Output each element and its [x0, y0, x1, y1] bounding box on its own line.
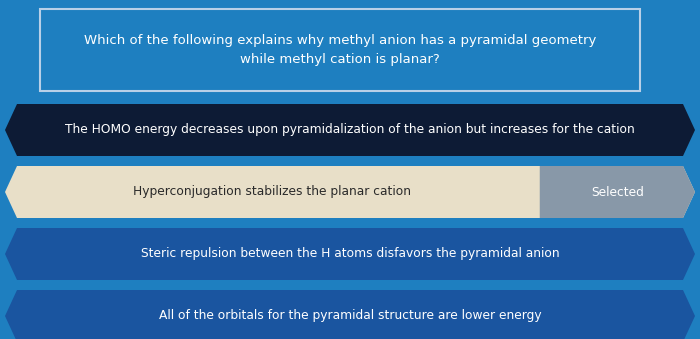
Text: The HOMO energy decreases upon pyramidalization of the anion but increases for t: The HOMO energy decreases upon pyramidal… [65, 123, 635, 137]
Polygon shape [5, 166, 695, 218]
Text: Selected: Selected [591, 185, 644, 199]
Text: Steric repulsion between the H atoms disfavors the pyramidal anion: Steric repulsion between the H atoms dis… [141, 247, 559, 260]
Polygon shape [5, 104, 695, 156]
Polygon shape [5, 290, 695, 339]
Polygon shape [540, 166, 695, 218]
Text: Hyperconjugation stabilizes the planar cation: Hyperconjugation stabilizes the planar c… [134, 185, 412, 199]
Polygon shape [5, 228, 695, 280]
Text: Which of the following explains why methyl anion has a pyramidal geometry
while : Which of the following explains why meth… [84, 34, 596, 66]
Text: All of the orbitals for the pyramidal structure are lower energy: All of the orbitals for the pyramidal st… [159, 310, 541, 322]
FancyBboxPatch shape [40, 9, 640, 91]
